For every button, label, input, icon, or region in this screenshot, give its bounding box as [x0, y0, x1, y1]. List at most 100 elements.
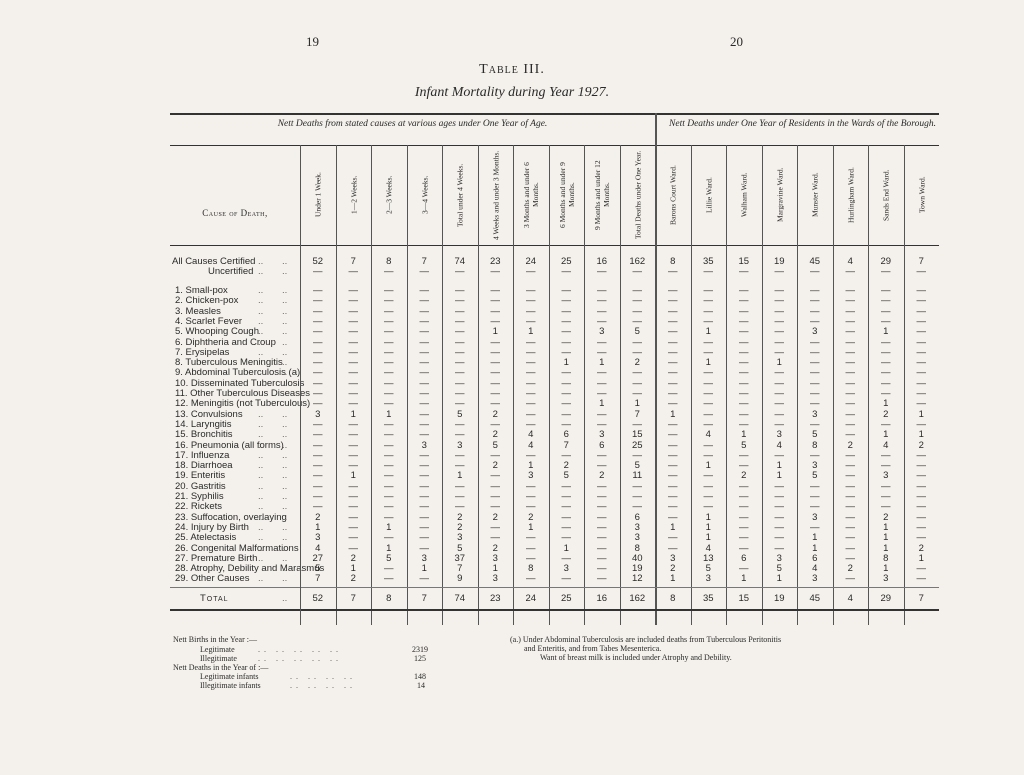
leader: ..: [282, 501, 288, 513]
cause: 28. Atrophy, Debility and Marasmus: [175, 563, 325, 575]
cell: —: [845, 346, 856, 358]
cell: —: [810, 388, 820, 399]
cell: 2: [883, 408, 889, 420]
cell: —: [348, 388, 359, 399]
cell: —: [419, 460, 430, 472]
cell: —: [845, 398, 856, 410]
leader: ..: [282, 480, 288, 492]
cell: —: [313, 266, 323, 277]
column-header: 6 Months and under 9 Months.: [557, 162, 576, 228]
cell: —: [916, 367, 927, 379]
cell: —: [703, 285, 714, 296]
cell: —: [490, 521, 501, 533]
leader: ..: [258, 552, 264, 564]
cell: 1: [741, 573, 747, 585]
cell: 5: [634, 460, 640, 472]
note-value: 14: [417, 681, 425, 690]
cell: —: [632, 295, 643, 307]
cell: —: [774, 346, 785, 358]
leader: ..: [258, 429, 264, 441]
cell: —: [668, 377, 678, 389]
cell: —: [597, 460, 607, 472]
cell: —: [561, 532, 572, 544]
cell: 1: [634, 398, 640, 410]
column-rule: [690, 145, 692, 625]
cell: 8: [528, 563, 534, 575]
cell: —: [916, 315, 927, 327]
cell: —: [419, 418, 430, 430]
cell: —: [845, 532, 856, 544]
column-rule: [832, 145, 834, 625]
cell: —: [526, 398, 536, 410]
cell: —: [348, 521, 359, 533]
cell: 3: [492, 573, 498, 585]
cell: —: [348, 501, 359, 513]
cell: —: [561, 285, 572, 296]
cell: —: [384, 532, 394, 544]
cause: 9. Abdominal Tuberculosis (a): [175, 367, 301, 379]
cause: 22. Rickets: [175, 501, 222, 513]
note-value: 125: [414, 654, 426, 663]
cell: —: [845, 429, 856, 441]
cell: —: [739, 521, 749, 533]
column-rule: [726, 145, 727, 625]
cell: —: [916, 491, 927, 502]
leader: ..: [282, 491, 288, 502]
cell: —: [561, 521, 572, 533]
cell: —: [490, 315, 501, 327]
cell: —: [313, 295, 323, 307]
cell: 3: [812, 326, 818, 338]
cause: 10. Disseminated Tuberculosis: [175, 377, 305, 389]
cell: —: [845, 285, 856, 296]
cell: —: [916, 480, 927, 492]
cell: —: [916, 470, 927, 482]
cell: —: [916, 346, 927, 358]
cell: —: [668, 501, 678, 513]
cell: —: [597, 418, 607, 430]
cell: 8: [812, 439, 818, 451]
leader: ..: [258, 305, 264, 317]
cell: 45: [809, 256, 821, 267]
cell: —: [881, 491, 891, 502]
cell: 16: [596, 592, 608, 604]
cell: —: [313, 398, 323, 410]
column-header: Sands End Ward.: [881, 169, 891, 221]
cell: —: [774, 511, 785, 523]
cell: 1: [883, 521, 889, 533]
cell: —: [668, 542, 678, 554]
cell: —: [348, 315, 359, 327]
cell: —: [916, 377, 927, 389]
cell: —: [490, 266, 501, 277]
cell: —: [348, 377, 359, 389]
cell: —: [881, 336, 891, 348]
cell: —: [419, 336, 430, 348]
cell: —: [490, 357, 501, 369]
cell: —: [526, 377, 536, 389]
cell: —: [348, 305, 359, 317]
leader: ..: [282, 357, 288, 369]
cell: 1: [315, 521, 321, 533]
cell: —: [810, 266, 820, 277]
leader: ..: [282, 295, 288, 307]
cell: —: [774, 367, 785, 379]
cell: —: [845, 266, 856, 277]
cell: —: [810, 295, 820, 307]
cell: —: [348, 367, 359, 379]
cause: Total: [200, 592, 229, 604]
cell: —: [774, 388, 785, 399]
note: Legitimate infants: [200, 672, 259, 681]
cell: 5: [812, 429, 818, 441]
leader: ..: [282, 460, 288, 472]
column-rule: [477, 145, 479, 625]
cell: 4: [812, 563, 818, 575]
cell: —: [455, 377, 465, 389]
cell: —: [739, 305, 749, 317]
cell: 1: [670, 573, 676, 585]
cell: —: [597, 501, 607, 513]
rule: [170, 113, 939, 115]
cell: —: [455, 346, 465, 358]
cell: —: [703, 398, 714, 410]
cell: —: [455, 501, 465, 513]
cell: —: [916, 563, 927, 575]
cell: —: [455, 315, 465, 327]
